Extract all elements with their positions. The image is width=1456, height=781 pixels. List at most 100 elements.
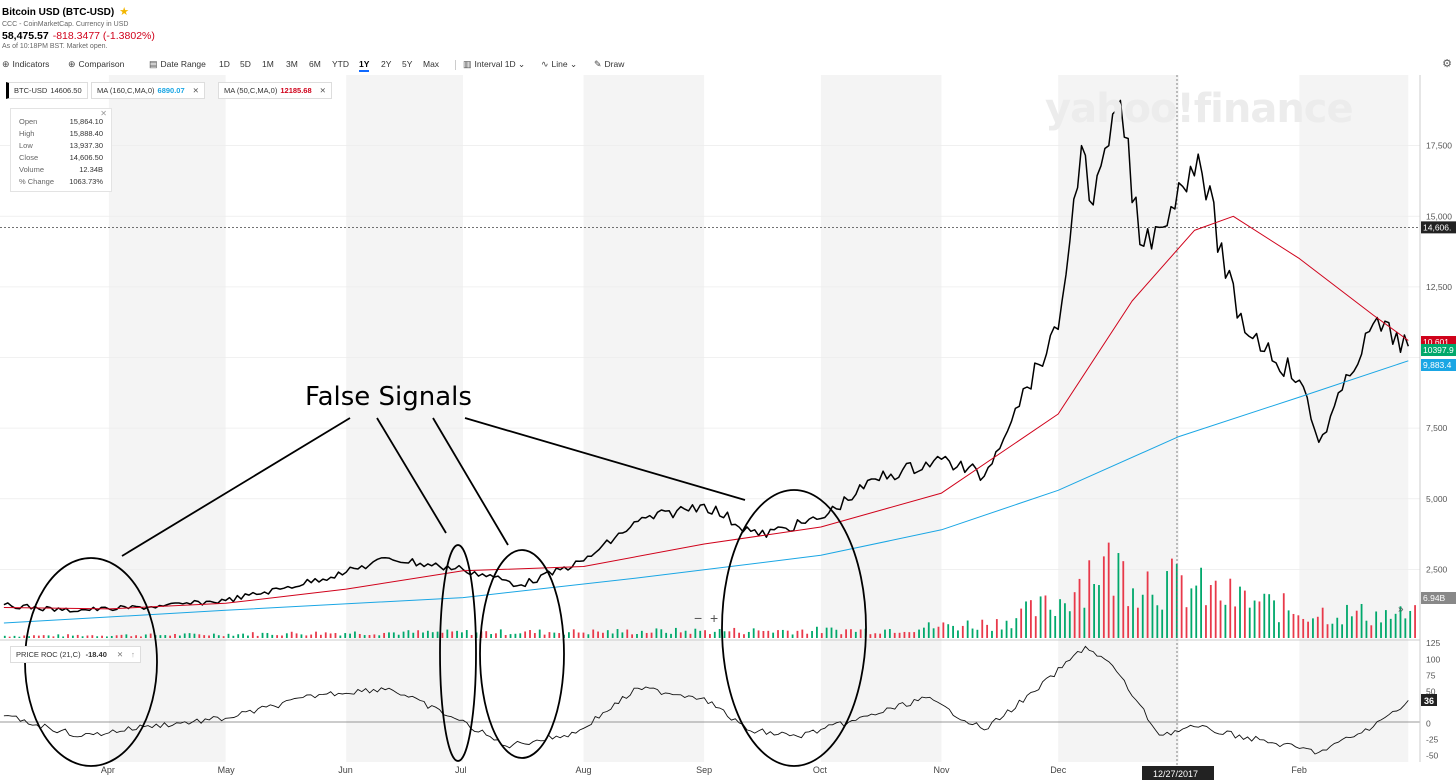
chevron-down-icon: ⌄ xyxy=(570,59,578,69)
volume-bar xyxy=(1360,603,1363,638)
date-badge xyxy=(1142,766,1214,780)
y-tick-label: 5,000 xyxy=(1426,494,1448,504)
volume-bar xyxy=(169,635,172,638)
ohlc-tooltip: ✕ Open 15,864.10 High 15,888.40 Low 13,937.… xyxy=(10,108,112,192)
volume-bar xyxy=(757,630,760,638)
volume-bar xyxy=(1000,629,1003,638)
volume-bar xyxy=(164,635,167,638)
volume-bar xyxy=(811,630,813,638)
comparison-button[interactable]: ⊕ Comparison xyxy=(68,59,124,70)
range-2y[interactable]: 2Y xyxy=(381,59,392,69)
legend-symbol[interactable]: BTC-USD 14606.50 xyxy=(6,82,88,99)
volume-bar xyxy=(495,633,497,638)
range-ytd[interactable]: YTD xyxy=(332,59,349,69)
close-icon[interactable]: ✕ xyxy=(100,109,107,118)
volume-bar xyxy=(1399,606,1402,638)
volume-bar xyxy=(23,635,26,638)
volume-bar xyxy=(13,635,16,638)
volume-bar xyxy=(1039,596,1042,638)
volume-bar xyxy=(898,632,901,638)
volume-bar xyxy=(47,635,50,638)
interval-label: Interval xyxy=(474,59,503,69)
zoom-out-button[interactable]: − xyxy=(694,610,703,626)
zoom-controls: − + xyxy=(694,610,718,626)
volume-bar xyxy=(417,630,420,638)
volume-bar xyxy=(1122,561,1125,638)
range-1m[interactable]: 1M xyxy=(262,59,274,69)
comparison-label: Comparison xyxy=(78,59,125,69)
volume-bar xyxy=(315,631,317,638)
indicator-value: -18.40 xyxy=(85,650,107,659)
volume-bar xyxy=(884,629,886,638)
volume-bar xyxy=(1098,585,1100,638)
interval-icon: ▥ xyxy=(463,59,472,69)
volume-bar xyxy=(1258,601,1261,638)
volume-bar xyxy=(1282,593,1285,638)
close-icon[interactable]: ✕ xyxy=(192,86,199,95)
volume-bar xyxy=(193,633,196,638)
close-icon[interactable]: ✕ xyxy=(319,86,326,95)
volume-bar xyxy=(1044,595,1047,638)
month-band xyxy=(1058,75,1179,762)
arrow-up-icon[interactable]: ↑ xyxy=(131,650,135,659)
quote-timestamp: As of 10:18PM BST. Market open. xyxy=(2,43,108,50)
volume-bar xyxy=(1239,586,1241,638)
date-range-button[interactable]: ▤ Date Range xyxy=(149,59,206,70)
volume-bar xyxy=(1059,599,1061,638)
range-6m[interactable]: 6M xyxy=(309,59,321,69)
month-band xyxy=(583,75,705,762)
x-tick-label: Sep xyxy=(696,765,712,775)
roc-y-axis: -50 -25 0 50 75 100 125 xyxy=(0,638,1440,761)
watchlist-star-icon[interactable]: ★ xyxy=(119,6,130,18)
volume-bar xyxy=(490,634,492,638)
volume-bar xyxy=(1112,595,1115,638)
volume-bar xyxy=(1088,560,1091,638)
indicators-button[interactable]: ⊕ Indicators xyxy=(2,59,49,70)
volume-bar xyxy=(383,632,386,638)
x-tick-label: Jun xyxy=(338,765,353,775)
indicator-legend[interactable]: PRICE ROC (21,C) -18.40 ✕ ↑ xyxy=(10,646,141,663)
volume-bar xyxy=(709,634,711,638)
range-5y[interactable]: 5Y xyxy=(402,59,413,69)
zoom-in-button[interactable]: + xyxy=(709,610,719,626)
calendar-icon: ▤ xyxy=(149,59,158,69)
comparison-icon: ⊕ xyxy=(68,59,76,69)
volume-bar xyxy=(597,631,599,638)
volume-bar xyxy=(835,629,838,638)
range-max[interactable]: Max xyxy=(423,59,440,69)
volume-bar xyxy=(261,632,264,638)
interval-dropdown[interactable]: ▥ Interval 1D ⌄ xyxy=(463,59,525,70)
chevron-down-icon: ⌄ xyxy=(518,59,526,69)
roc-tick-label: -50 xyxy=(1426,751,1439,761)
volume-bar xyxy=(611,633,614,638)
interval-value: 1D xyxy=(504,59,516,69)
range-1y[interactable]: 1Y xyxy=(359,59,370,72)
volume-bar xyxy=(830,627,833,638)
right-badges: 14,606. 10,601 10397.9 9,883.4 6.94B 36 … xyxy=(1142,221,1456,780)
volume-bar xyxy=(548,632,551,638)
volume-bar xyxy=(426,630,429,638)
legend-ma50[interactable]: MA (50,C,MA,0) 12185.68 ✕ xyxy=(218,82,332,99)
y-tick-label: 17,500 xyxy=(1426,141,1452,151)
chart-type-dropdown[interactable]: ∿ Line ⌄ xyxy=(541,59,577,70)
draw-button[interactable]: ✎ Draw xyxy=(594,59,624,70)
line-chart-icon: ∿ xyxy=(541,59,549,69)
volume-bar xyxy=(1331,623,1334,638)
volume-bar xyxy=(1195,585,1198,638)
volume-bar xyxy=(1307,621,1309,638)
settings-gear-icon[interactable]: ⚙ xyxy=(1442,58,1452,70)
volume-bar xyxy=(738,632,741,638)
range-5d[interactable]: 5D xyxy=(240,59,251,69)
volume-bar xyxy=(602,632,604,638)
roc-badge xyxy=(1421,694,1437,706)
expand-chevron-icon[interactable]: » xyxy=(1398,604,1404,615)
range-3m[interactable]: 3M xyxy=(286,59,298,69)
volume-bar xyxy=(378,635,381,638)
legend-ma160[interactable]: MA (160,C,MA,0) 6890.07 ✕ xyxy=(91,82,205,99)
range-1d[interactable]: 1D xyxy=(219,59,230,69)
indicator-label: PRICE ROC (21,C) xyxy=(16,650,81,659)
volume-bar xyxy=(388,632,390,638)
ohlc-volume-value: 12.34B xyxy=(79,165,103,174)
close-icon[interactable]: ✕ xyxy=(116,650,124,659)
roc-tick-label: 75 xyxy=(1426,670,1436,680)
